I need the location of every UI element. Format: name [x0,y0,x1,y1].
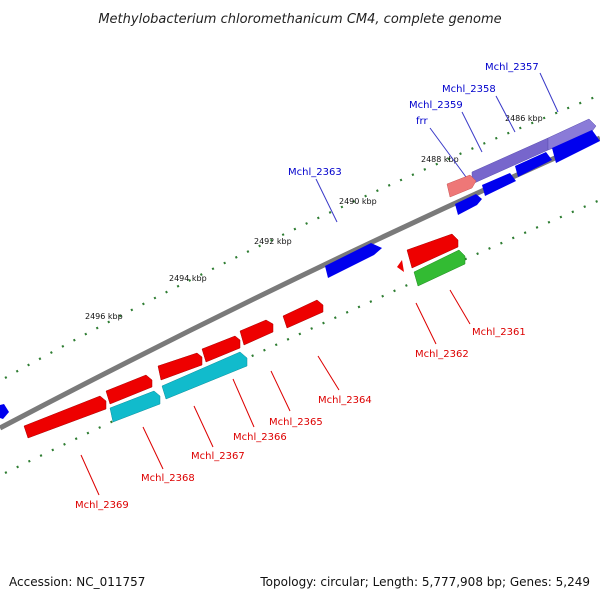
gene-mchl-2362-tip[interactable] [397,260,404,272]
gene-mchl-2361[interactable] [413,249,466,287]
gene-label-mchl-2366[interactable]: Mchl_2366 [233,432,287,443]
gene-label-mchl-2361[interactable]: Mchl_2361 [472,327,526,338]
gene-mchl-2365[interactable] [239,319,274,346]
forward-gene-labels: Mchl_2357 Mchl_2358 Mchl_2359 frr Mchl_2… [288,62,539,178]
forward-leader-lines [315,72,559,223]
gene-label-mchl-2358[interactable]: Mchl_2358 [442,84,496,95]
gene-mchl-2367b[interactable] [161,351,248,400]
gene-mchl-2364[interactable] [282,299,324,329]
tick-label: 2494 kbp [169,274,207,283]
gene-label-mchl-2365[interactable]: Mchl_2365 [269,417,323,428]
gene-label-mchl-2357[interactable]: Mchl_2357 [485,62,539,73]
gene-label-mchl-2369[interactable]: Mchl_2369 [75,500,129,511]
gene-label-mchl-2363[interactable]: Mchl_2363 [288,167,342,178]
gene-label-mchl-2359[interactable]: Mchl_2359 [409,100,463,111]
scale-ruler-inner [4,198,600,474]
tick-label: 2492 kbp [254,237,292,246]
reverse-gene-labels: Mchl_2361 Mchl_2362 Mchl_2364 Mchl_2365 … [75,327,526,511]
gene-mchl-2358b[interactable] [515,152,552,177]
gene-mchl-2367[interactable] [157,352,203,381]
gene-mchl-2368[interactable] [109,390,161,423]
genome-backbone [0,135,600,431]
gene-mchl-2359[interactable] [482,173,516,196]
genome-summary-text: Topology: circular; Length: 5,777,908 bp… [259,575,590,589]
gene-frr[interactable] [446,174,477,198]
gene-label-mchl-2362[interactable]: Mchl_2362 [415,349,469,360]
tick-label: 2488 kbp [421,155,459,164]
forward-strand-genes [0,118,600,419]
gene-label-mchl-2367[interactable]: Mchl_2367 [191,451,245,462]
gene-mchl-2360[interactable] [455,194,482,215]
gene-mchl-2369[interactable] [23,395,107,439]
gene-mchl-2358[interactable] [552,130,600,163]
gene-label-mchl-2368[interactable]: Mchl_2368 [141,473,195,484]
tick-label: 2490 kbp [339,197,377,206]
gene-mchl-2368a[interactable] [105,374,153,405]
reverse-leader-lines [80,289,471,496]
map-title: Methylobacterium chloromethanicum CM4, c… [98,12,501,27]
gene-mchl-2363[interactable] [325,243,382,278]
gene-label-mchl-2364[interactable]: Mchl_2364 [318,395,372,406]
gene-label-frr[interactable]: frr [416,116,428,127]
tick-label: 2496 kbp [85,312,123,321]
gene-mchl-2362[interactable] [406,233,459,269]
tick-label: 2486 kbp [505,114,543,123]
gene-left-edge[interactable] [0,404,9,419]
accession-text: Accession: NC_011757 [9,575,145,589]
reverse-strand-genes [23,233,466,439]
gene-mchl-2357[interactable] [547,118,597,151]
gene-mchl-2366[interactable] [201,335,241,363]
